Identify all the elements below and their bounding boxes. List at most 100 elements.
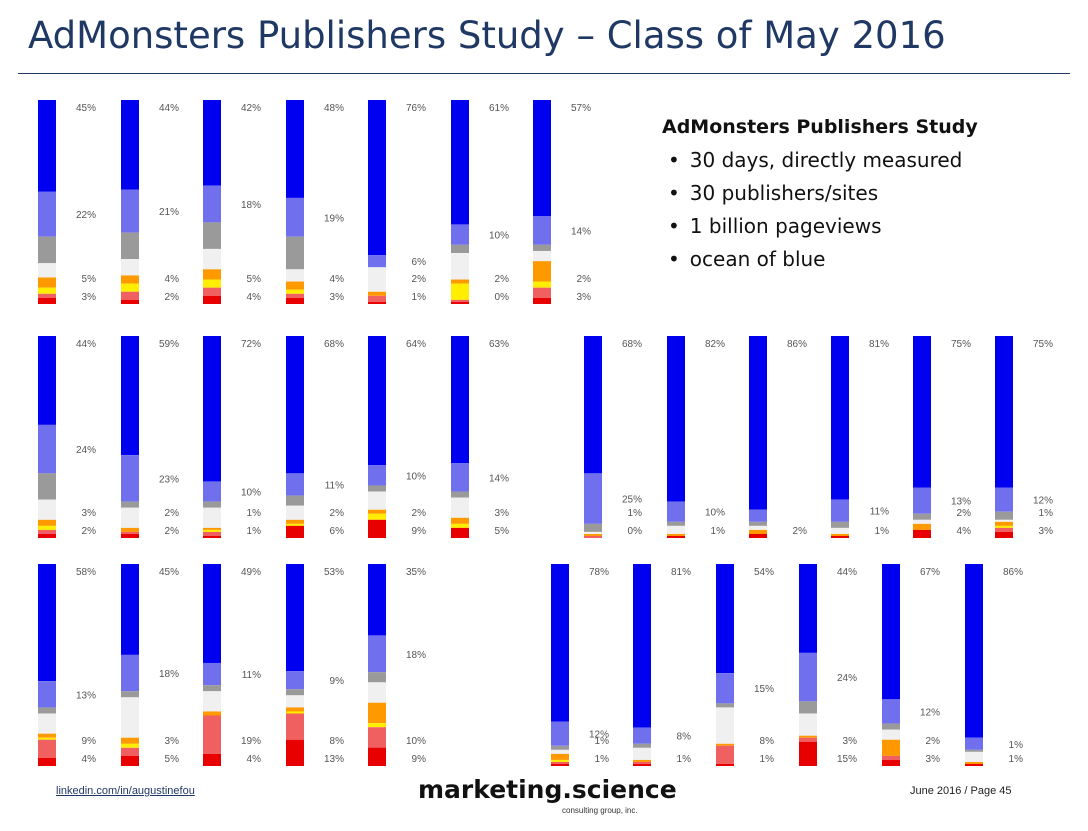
- bar-segment: [451, 527, 469, 538]
- data-label: 3%: [926, 754, 941, 765]
- bar-segment: [913, 529, 931, 538]
- bar-group: 54% 15% 8% 1%: [716, 564, 774, 766]
- bar-segment: [667, 525, 685, 534]
- bar-segment: [368, 513, 386, 520]
- data-label: 1%: [1039, 508, 1054, 519]
- bar-group: 45% 22% 5% 3%: [38, 100, 96, 304]
- bar-group: 64% 10% 2% 9%: [368, 336, 426, 538]
- bar-segment: [286, 505, 304, 520]
- data-label: 81%: [671, 567, 691, 578]
- bar-segment: [368, 702, 386, 724]
- bar-segment: [882, 739, 900, 756]
- data-label: 1%: [875, 526, 890, 537]
- bar-segment: [965, 761, 983, 764]
- data-label: 2%: [330, 508, 345, 519]
- bar-segment: [121, 507, 139, 528]
- bar-segment: [38, 499, 56, 520]
- data-label: 1%: [247, 526, 262, 537]
- bar-segment: [368, 509, 386, 514]
- bar-segment: [121, 259, 139, 276]
- data-label: 67%: [920, 567, 940, 578]
- bar-segment: [368, 519, 386, 538]
- bar-segment: [38, 336, 56, 425]
- study-bullet: ocean of blue: [668, 243, 1062, 276]
- bar-group: 42% 18% 5% 4%: [203, 100, 261, 304]
- bar-group: 68% 11% 2% 6%: [286, 336, 344, 538]
- data-label: 54%: [754, 567, 774, 578]
- bar-segment: [749, 525, 767, 530]
- data-label: 1%: [711, 526, 726, 537]
- bar-segment: [831, 336, 849, 500]
- bar-segment: [831, 535, 849, 538]
- study-bullet: 1 billion pageviews: [668, 210, 1062, 243]
- bar-segment: [203, 691, 221, 712]
- bar-segment: [533, 250, 551, 262]
- bar-segment: [203, 279, 221, 288]
- bar-segment: [286, 495, 304, 506]
- bar-segment: [584, 531, 602, 534]
- bar-segment: [716, 673, 734, 704]
- bar-segment: [913, 523, 931, 530]
- bar-group: 82% 10% 1%: [667, 336, 725, 538]
- data-label: 1%: [595, 736, 610, 747]
- bar-segment: [749, 509, 767, 522]
- bar-group: 86% 1% 1%: [965, 564, 1023, 766]
- data-label: 1%: [677, 754, 692, 765]
- data-label: 24%: [76, 445, 96, 456]
- study-summary-header: AdMonsters Publishers Study: [662, 116, 978, 138]
- bar-segment: [38, 519, 56, 526]
- bar-group: 59% 23% 2% 2%: [121, 336, 179, 538]
- bar-segment: [38, 287, 56, 294]
- bar-segment: [286, 707, 304, 712]
- data-label: 3%: [165, 736, 180, 747]
- bar-group: 63% 14% 3% 5%: [451, 336, 509, 538]
- bar-segment: [203, 501, 221, 508]
- bar-segment: [203, 531, 221, 536]
- bar-segment: [451, 301, 469, 304]
- data-label: 3%: [1039, 526, 1054, 537]
- bar-segment: [799, 652, 817, 702]
- bar-segment: [965, 737, 983, 750]
- bar-segment: [286, 293, 304, 298]
- study-summary: AdMonsters Publishers Study 30 days, dir…: [662, 116, 1062, 276]
- bar-segment: [38, 293, 56, 298]
- bar-segment: [799, 564, 817, 653]
- data-label: 19%: [324, 213, 344, 224]
- bar-segment: [995, 511, 1013, 520]
- bar-segment: [38, 297, 56, 304]
- bar-segment: [203, 336, 221, 482]
- bar-segment: [38, 236, 56, 264]
- bar-segment: [533, 281, 551, 288]
- bar-segment: [551, 753, 569, 760]
- data-label: 1%: [247, 508, 262, 519]
- bar-segment: [667, 533, 685, 536]
- bar-group: 45% 18% 3% 5%: [121, 564, 179, 766]
- study-bullet: 30 days, directly measured: [668, 144, 1062, 177]
- bar-segment: [451, 224, 469, 245]
- bar-segment: [38, 713, 56, 734]
- bar-segment: [203, 564, 221, 663]
- data-label: 82%: [705, 339, 725, 350]
- data-label: 2%: [495, 274, 510, 285]
- data-label: 11%: [242, 670, 261, 681]
- data-label: 2%: [957, 508, 972, 519]
- bar-segment: [584, 533, 602, 536]
- data-label: 1%: [1009, 740, 1024, 751]
- bar-segment: [995, 521, 1013, 526]
- bar-segment: [368, 295, 386, 302]
- data-label: 10%: [489, 231, 509, 242]
- bar-segment: [716, 703, 734, 708]
- bar-segment: [121, 533, 139, 538]
- bar-segment: [882, 564, 900, 700]
- bar-group: 67% 12% 2% 3%: [882, 564, 940, 766]
- data-label: 10%: [406, 736, 426, 747]
- bar-segment: [716, 564, 734, 674]
- bar-segment: [799, 713, 817, 736]
- bar-segment: [121, 737, 139, 744]
- bar-segment: [633, 759, 651, 762]
- bar-group: 57% 14% 2% 3%: [533, 100, 591, 304]
- data-label: 2%: [165, 508, 180, 519]
- data-label: 9%: [82, 736, 97, 747]
- linkedin-link[interactable]: linkedin.com/in/augustinefou: [56, 785, 195, 797]
- bar-segment: [121, 291, 139, 300]
